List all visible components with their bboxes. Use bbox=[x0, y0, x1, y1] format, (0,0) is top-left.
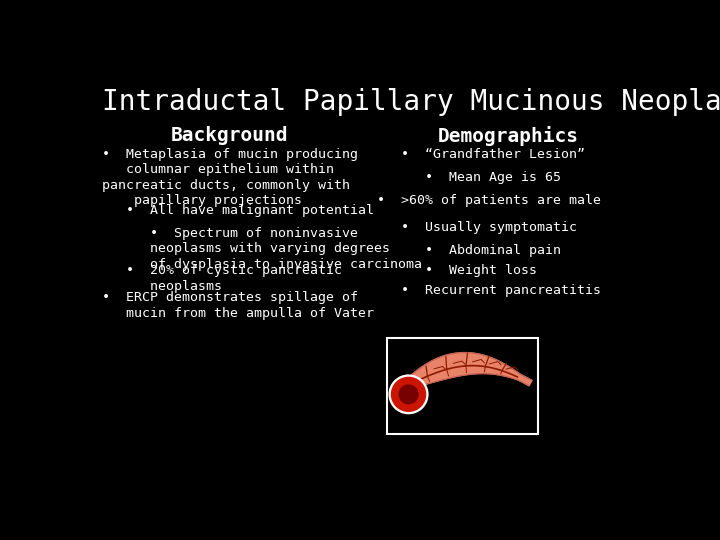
Text: •  “Grandfather Lesion”: • “Grandfather Lesion” bbox=[377, 148, 585, 161]
Text: •  20% of cystic pancreatic
      neoplasms: • 20% of cystic pancreatic neoplasms bbox=[102, 265, 341, 293]
Bar bbox=[387, 338, 538, 434]
Text: Demographics: Demographics bbox=[438, 126, 579, 146]
Text: •  Usually symptomatic: • Usually symptomatic bbox=[377, 221, 577, 234]
Text: •  All have malignant potential: • All have malignant potential bbox=[102, 204, 374, 217]
Text: Intraductal Papillary Mucinous Neoplasms: Intraductal Papillary Mucinous Neoplasms bbox=[102, 88, 720, 116]
Circle shape bbox=[389, 375, 428, 414]
Text: •  Spectrum of noninvasive
      neoplasms with varying degrees
      of dysplas: • Spectrum of noninvasive neoplasms with… bbox=[102, 227, 422, 271]
Text: •  Metaplasia of mucin producing
   columnar epithelium within
pancreatic ducts,: • Metaplasia of mucin producing columnar… bbox=[102, 148, 358, 207]
Circle shape bbox=[392, 377, 426, 411]
Circle shape bbox=[399, 385, 418, 404]
Text: •  Weight loss: • Weight loss bbox=[377, 264, 536, 276]
Text: •  Abdominal pain: • Abdominal pain bbox=[377, 244, 561, 256]
Text: •  Mean Age is 65: • Mean Age is 65 bbox=[377, 171, 561, 184]
Text: •  Recurrent pancreatitis: • Recurrent pancreatitis bbox=[377, 284, 600, 296]
Text: •  >60% of patients are male: • >60% of patients are male bbox=[377, 194, 600, 207]
Polygon shape bbox=[400, 353, 532, 390]
Text: •  ERCP demonstrates spillage of
   mucin from the ampulla of Vater: • ERCP demonstrates spillage of mucin fr… bbox=[102, 292, 374, 320]
Text: Background: Background bbox=[171, 126, 288, 145]
